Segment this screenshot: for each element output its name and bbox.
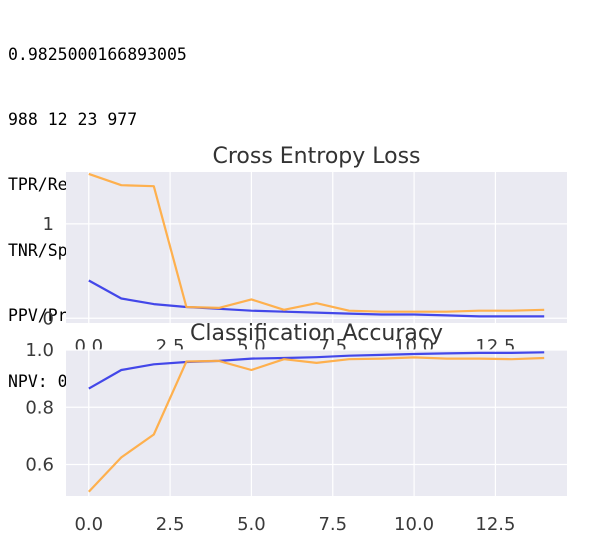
y-tick-label: 1.0 xyxy=(25,340,54,361)
series-line-1 xyxy=(88,356,545,493)
x-tick-label: 10.0 xyxy=(394,514,434,535)
y-tick-label: 1 xyxy=(43,214,54,235)
y-tick-label: 0.6 xyxy=(25,455,54,476)
confusion-counts-line: 988 12 23 977 xyxy=(8,109,138,129)
x-tick-label: 0.0 xyxy=(74,514,103,535)
accuracy-line: 0.9825000166893005 xyxy=(8,44,187,64)
series-line-0 xyxy=(88,279,545,318)
y-tick-label: 0.8 xyxy=(25,397,54,418)
x-tick-label: 7.5 xyxy=(318,514,347,535)
x-tick-label: 12.5 xyxy=(475,514,515,535)
series-line-0 xyxy=(88,351,545,390)
classification-accuracy-chart: 0.6 0.8 1.0 0.0 2.5 5.0 7.5 10.0 12.5 Classificat… xyxy=(25,321,567,535)
chart-title: Classification Accuracy xyxy=(190,321,443,346)
x-tick-label: 5.0 xyxy=(237,514,266,535)
plot-area xyxy=(66,350,567,496)
y-tick-label: 0 xyxy=(43,308,54,329)
plot-area xyxy=(66,172,567,323)
chart-title: Cross Entropy Loss xyxy=(212,144,420,169)
x-tick-label: 2.5 xyxy=(156,514,185,535)
series-line-1 xyxy=(88,172,545,313)
